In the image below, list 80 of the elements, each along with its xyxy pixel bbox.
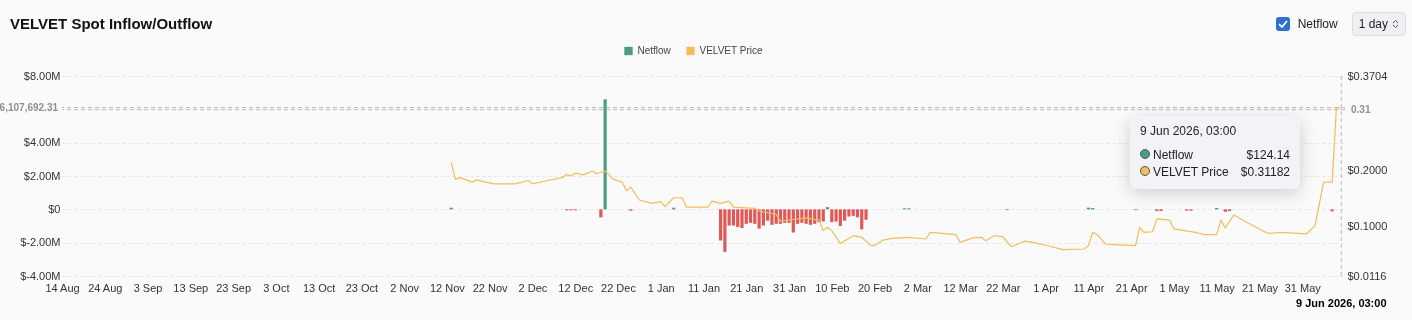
y-tick-label: $4.00M [23, 136, 61, 149]
chart-title: VELVET Spot Inflow/Outflow [10, 15, 213, 32]
bar [783, 209, 787, 223]
bar [838, 209, 842, 226]
x-tick-label: 2 Nov [390, 281, 420, 294]
y2-tick-label: $0.0116 [1347, 269, 1387, 282]
x-tick-label: 22 Dec [601, 281, 637, 294]
bar [808, 209, 813, 225]
annotation: VELVET Price [1152, 164, 1229, 181]
bar [800, 209, 804, 223]
bar [834, 209, 838, 222]
text: 1 day [1358, 17, 1388, 31]
y2-tick-label: $0.2000 [1347, 164, 1388, 177]
bar [757, 209, 761, 229]
legend-label: Netflow [637, 45, 672, 56]
annotation: Netflow [1152, 147, 1194, 164]
ref-line-label: 0.31 [1351, 103, 1371, 115]
x-tick-label: 10 Feb [815, 281, 850, 294]
bar [736, 209, 740, 227]
legend-label: VELVET Price [699, 45, 763, 56]
x-tick-label: 24 Aug [88, 281, 123, 294]
bar [599, 209, 603, 218]
ref-line-label: 6,107,692.31 [0, 101, 59, 113]
y-tick-label: $8.00M [23, 69, 61, 82]
line-series [450, 106, 1342, 251]
x-tick-label: 2 Mar [903, 281, 933, 294]
y-tick-label: $-4.00M [20, 269, 61, 282]
x-tick-label: 11 Jan [687, 281, 721, 294]
x-tick-label: 21 Apr [1115, 281, 1148, 294]
x-tick-label: 1 May [1159, 281, 1190, 294]
x-tick-label: 22 Nov [472, 281, 509, 294]
bar [817, 209, 821, 223]
x-tick-label: 3 Sep [133, 281, 163, 294]
x-tick-label: 22 Mar [986, 281, 1021, 294]
y2-tick-label: $0.3704 [1347, 69, 1388, 82]
bar [791, 209, 795, 233]
y-tick-label: $0 [48, 202, 61, 215]
bar [851, 209, 855, 216]
x-tick-label: 21 May [1241, 281, 1279, 294]
x-tick-label: 31 May [1284, 281, 1322, 294]
annotation: $124.14 [1246, 147, 1290, 164]
bar [744, 209, 748, 224]
x-tick-label: 11 May [1199, 281, 1236, 294]
bar [603, 99, 607, 210]
bar [1223, 209, 1227, 212]
bar [830, 209, 834, 223]
ref-line-label: 9 Jun 2026, 03:00 [1296, 297, 1387, 309]
bar [847, 209, 851, 217]
x-tick-label: 12 Nov [429, 281, 466, 294]
x-tick-label: 11 Apr [1073, 281, 1105, 294]
bar [748, 209, 753, 223]
y-tick-label: $2.00M [23, 169, 61, 182]
annotation: 9 Jun 2026, 03:00 [1140, 124, 1238, 138]
y2-tick-label: $0.1000 [1347, 220, 1388, 233]
bar [740, 209, 744, 228]
x-tick-label: 14 Aug [45, 281, 80, 294]
x-tick-label: 13 Sep [173, 281, 209, 294]
bar [860, 209, 864, 230]
annotation: $0.31182 [1240, 164, 1290, 181]
bar [723, 209, 727, 252]
x-tick-label: 1 Apr [1033, 281, 1060, 294]
x-tick-label: 23 Oct [345, 281, 379, 294]
x-tick-label: 1 Jan [647, 281, 675, 294]
x-tick-label: 12 Dec [558, 281, 594, 294]
x-tick-label: 3 Oct [263, 281, 290, 294]
bar [1330, 209, 1334, 212]
x-tick-label: 20 Feb [857, 281, 893, 294]
bar [727, 209, 731, 226]
bar [770, 209, 774, 225]
text: Netflow [1297, 17, 1338, 31]
y-tick-label: $-2.00M [20, 236, 61, 249]
x-tick-label: 13 Oct [302, 281, 336, 294]
x-tick-label: 31 Jan [773, 281, 807, 294]
bar [761, 209, 765, 226]
x-tick-label: 2 Dec [518, 281, 548, 294]
x-tick-label: 21 Jan [730, 281, 764, 294]
bar [731, 209, 736, 226]
x-tick-label: 12 Mar [943, 281, 979, 294]
x-tick-label: 23 Sep [216, 281, 251, 294]
bar [821, 209, 825, 222]
